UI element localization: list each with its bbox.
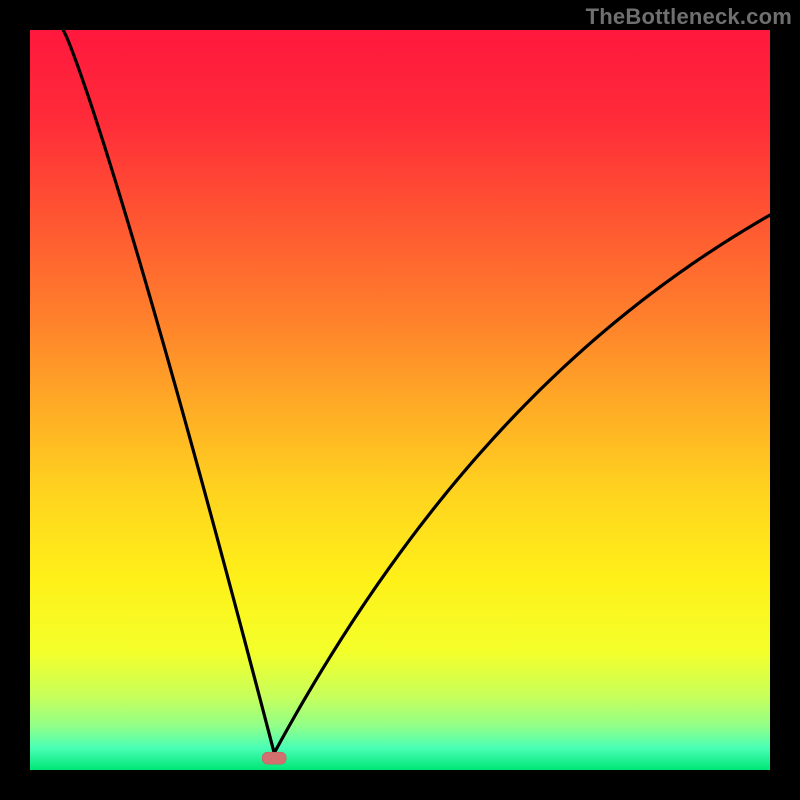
- bottleneck-curve-chart: [0, 0, 800, 800]
- chart-stage: TheBottleneck.com: [0, 0, 800, 800]
- watermark-text: TheBottleneck.com: [586, 4, 792, 30]
- chart-background-gradient: [30, 30, 770, 770]
- optimum-marker: [262, 752, 286, 764]
